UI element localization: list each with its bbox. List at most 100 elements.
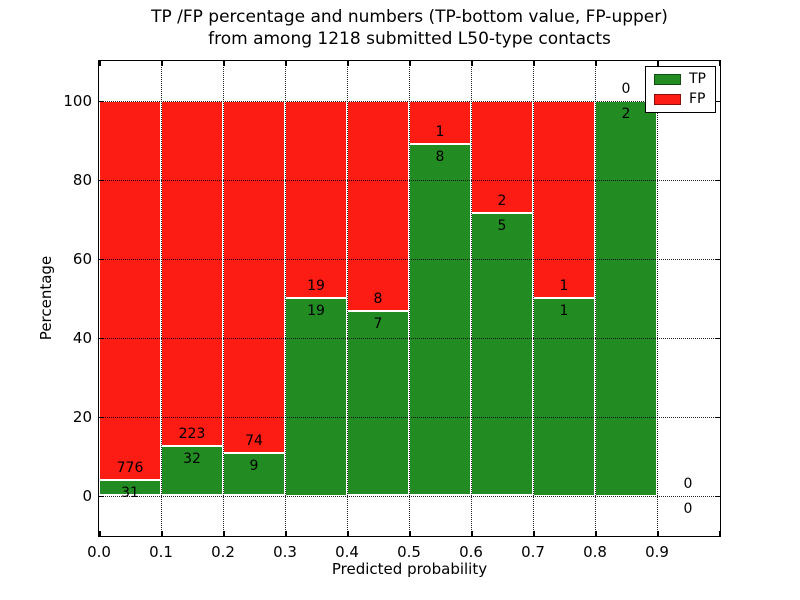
y-tick-mark [99,100,104,102]
x-tick-mark [595,531,597,536]
tp-bar-segment [409,144,471,496]
tp-bar-segment [595,100,657,496]
y-tick-mark [99,258,104,260]
chart-title: TP /FP percentage and numbers (TP-bottom… [98,6,721,50]
x-tick-mark [471,531,473,536]
legend-label-tp: TP [689,71,706,87]
chart-title-line1: TP /FP percentage and numbers (TP-bottom… [151,7,668,27]
y-tick-mark-right [715,416,720,418]
x-tick-mark [161,531,163,536]
tp-bar-segment [347,311,409,496]
x-tick-mark-top [719,61,721,66]
tp-bar-segment [223,452,285,496]
fp-count-label: 8 [373,291,383,308]
x-tick-label: 0.7 [521,543,545,561]
tp-bar-segment [285,298,347,496]
fp-bar-segment [347,100,409,312]
x-tick-mark-top [595,61,597,66]
fp-count-label: 19 [307,278,325,294]
y-tick-mark [99,416,104,418]
fp-bar-segment [161,100,223,446]
x-gridline [471,61,472,536]
y-tick-mark-right [715,495,720,497]
y-tick-mark [99,179,104,181]
x-gridline [657,61,658,536]
chart-title-line2: from among 1218 submitted L50-type conta… [208,29,611,49]
x-tick-mark [223,531,225,536]
fp-bar-segment [223,100,285,453]
tp-bar-segment [161,445,223,496]
y-tick-mark-right [715,179,720,181]
x-gridline [409,61,410,536]
legend-item-tp: TP [654,72,706,87]
x-tick-mark [719,531,721,536]
tp-bar-segment [471,213,533,496]
plot-area: TP FP 776 31 223 32 74 9 19 19 8 7 1 8 2 5 1 1 0 2 0 0 0.0 0.… [63,60,721,561]
fp-count-label: 74 [245,432,263,449]
x-tick-label: 0.4 [335,543,359,561]
legend-label-fp: FP [689,91,706,107]
x-tick-mark [285,531,287,536]
tp-bar-segment [99,480,161,496]
fp-bar-segment [99,100,161,481]
x-gridline [595,61,596,536]
x-gridline [347,61,348,536]
y-tick-label: 20 [72,407,92,426]
x-tick-mark-top [347,61,349,66]
x-tick-mark-top [223,61,225,66]
x-tick-label: 0.2 [211,543,235,561]
tp-count-label: 0 [683,500,693,517]
x-tick-mark-top [409,61,411,66]
tp-count-label: 32 [183,450,201,467]
x-tick-mark [347,531,349,536]
y-tick-label: 80 [72,170,92,189]
fp-count-label: 0 [621,80,631,97]
y-tick-mark-right [715,337,720,339]
tp-count-label: 31 [121,485,139,502]
x-tick-mark-top [285,61,287,66]
fp-count-label: 776 [116,460,144,477]
x-tick-label: 0.8 [583,543,607,561]
x-tick-label: 0.1 [149,543,173,561]
fp-bar-segment [285,100,347,298]
tp-color-swatch [654,74,681,85]
y-tick-label: 100 [63,91,92,110]
y-tick-mark [99,337,104,339]
y-tick-label: 0 [82,486,92,505]
x-tick-mark [99,531,101,536]
x-tick-label: 0.5 [397,543,421,561]
tp-count-label: 1 [559,303,569,319]
fp-count-label: 1 [559,278,569,294]
tp-bar-segment [533,298,595,496]
tp-count-label: 7 [373,316,383,333]
x-tick-mark [409,531,411,536]
legend-item-fp: FP [654,92,706,107]
tp-count-label: 5 [497,218,507,235]
tp-count-label: 9 [249,457,259,474]
x-tick-mark [657,531,659,536]
x-gridline [161,61,162,536]
x-tick-mark-top [99,61,101,66]
x-gridline [285,61,286,536]
x-tick-mark [533,531,535,536]
x-tick-mark-top [471,61,473,66]
fp-count-label: 223 [178,425,206,442]
x-tick-label: 0.3 [273,543,297,561]
x-axis-label: Predicted probability [331,560,488,578]
tp-count-label: 19 [307,303,325,319]
tp-count-label: 8 [435,149,445,166]
fp-count-label: 1 [435,124,445,141]
x-tick-label: 0.0 [87,543,111,561]
x-tick-label: 0.9 [645,543,669,561]
y-tick-mark [99,495,104,497]
x-gridline [533,61,534,536]
x-tick-label: 0.6 [459,543,483,561]
y-tick-mark-right [715,100,720,102]
fp-count-label: 2 [497,193,507,210]
fp-count-label: 0 [683,475,693,492]
tp-count-label: 2 [621,105,631,122]
y-tick-label: 60 [72,249,92,268]
x-tick-mark-top [657,61,659,66]
x-tick-mark-top [161,61,163,66]
